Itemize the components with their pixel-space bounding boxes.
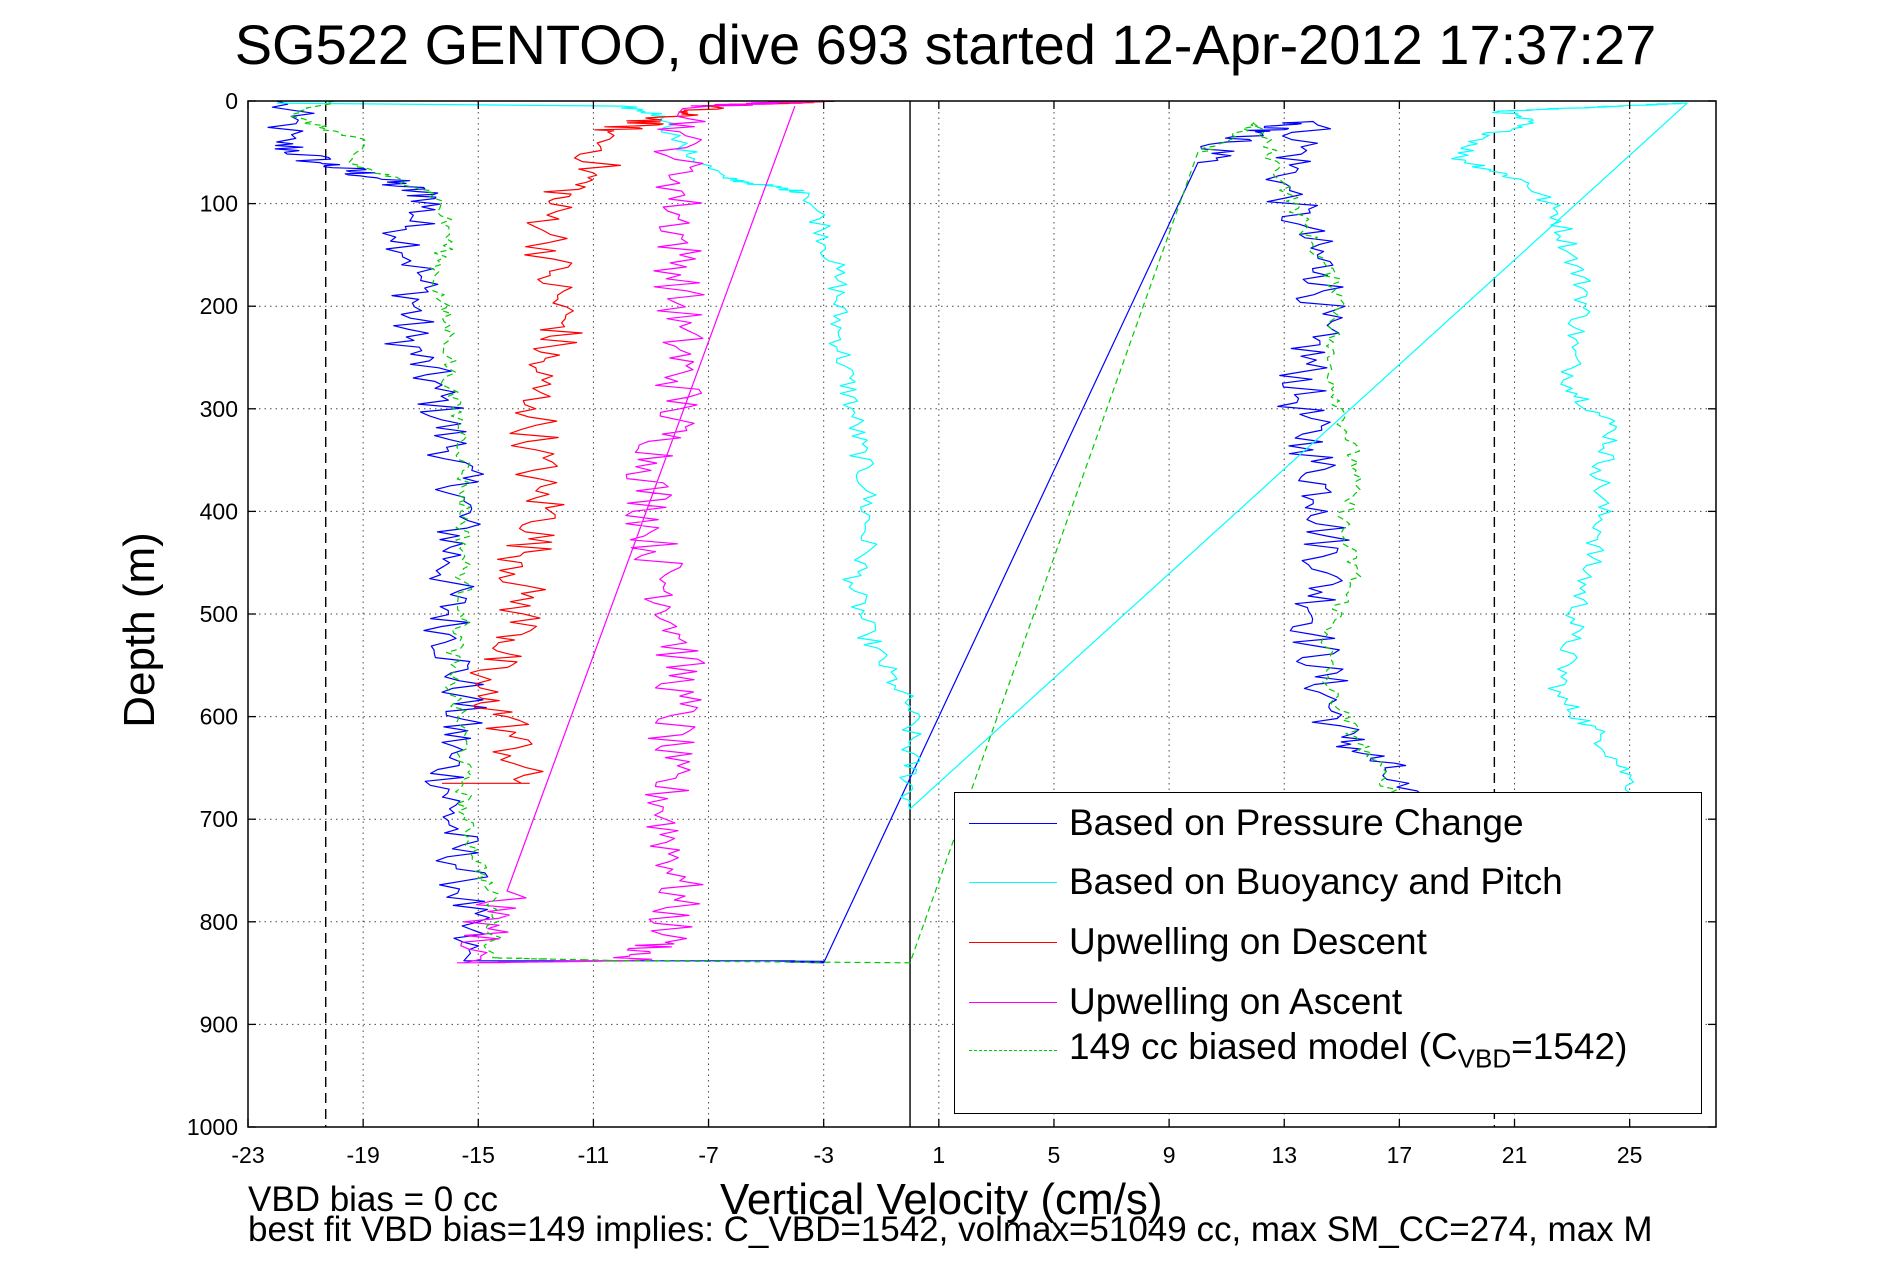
y-axis-label: Depth (m) — [115, 532, 164, 728]
x-tick-label: 9 — [1163, 1142, 1176, 1168]
y-tick-label: 1000 — [187, 1114, 238, 1140]
y-tick-label: 700 — [200, 806, 238, 832]
x-tick-label: 13 — [1271, 1142, 1297, 1168]
legend-swatch — [969, 822, 1057, 824]
vbd-bias-note: VBD bias = 0 cc — [248, 1180, 498, 1219]
series-line-2 — [441, 100, 835, 784]
legend-item: 149 cc biased model (CVBD=1542) — [969, 1026, 1627, 1074]
y-tick-label: 200 — [200, 293, 238, 319]
x-tick-label: -11 — [578, 1142, 610, 1168]
series-line-1 — [276, 102, 1688, 810]
x-tick-label: -7 — [698, 1142, 718, 1168]
series-layer — [267, 100, 1688, 964]
legend-label: 149 cc biased model (CVBD=1542) — [1069, 1025, 1628, 1074]
legend-item: Upwelling on Descent — [969, 918, 1427, 966]
best-fit-note: best fit VBD bias=149 implies: C_VBD=154… — [248, 1210, 1653, 1249]
series-line-4 — [290, 100, 1400, 964]
x-tick-label: 25 — [1617, 1142, 1643, 1168]
plot-frame — [247, 100, 1717, 1128]
x-tick-label: 5 — [1048, 1142, 1061, 1168]
y-tick-label: 0 — [225, 88, 238, 114]
legend-swatch — [969, 881, 1057, 883]
x-tick-label: 1 — [932, 1142, 945, 1168]
legend-label: Upwelling on Ascent — [1069, 981, 1403, 1022]
chart-title: SG522 GENTOO, dive 693 started 12-Apr-20… — [234, 13, 1657, 76]
x-tick-labels: -23 -19 -15 -11 -7 -3 1 5 9 13 17 21 25 — [231, 1142, 1642, 1168]
series-line-3 — [456, 100, 828, 964]
axes — [247, 100, 1717, 1128]
y-tick-label: 600 — [200, 704, 238, 730]
legend-label: Based on Buoyancy and Pitch — [1069, 861, 1563, 902]
series-line-0 — [267, 100, 1423, 964]
legend-label: Based on Pressure Change — [1069, 802, 1524, 843]
grid — [247, 100, 1716, 1128]
legend-item: Upwelling on Ascent — [969, 978, 1402, 1026]
y-tick-labels: 0 100 200 300 400 500 600 700 800 900 1000 — [187, 88, 238, 1140]
legend: Based on Pressure Change Based on Buoyan… — [954, 792, 1702, 1114]
legend-swatch — [969, 941, 1057, 943]
y-tick-label: 100 — [200, 191, 238, 217]
x-tick-label: 17 — [1387, 1142, 1413, 1168]
legend-item: Based on Buoyancy and Pitch — [969, 858, 1563, 906]
x-tick-label: -19 — [347, 1142, 380, 1168]
x-tick-label: 21 — [1502, 1142, 1528, 1168]
y-tick-label: 500 — [200, 601, 238, 627]
y-tick-label: 800 — [200, 909, 238, 935]
legend-swatch — [969, 1001, 1057, 1003]
y-tick-label: 400 — [200, 498, 238, 524]
x-tick-label: -3 — [813, 1142, 833, 1168]
x-tick-label: -15 — [462, 1142, 495, 1168]
legend-label: Upwelling on Descent — [1069, 921, 1427, 962]
x-axis-label: Vertical Velocity (cm/s) — [720, 1175, 1163, 1224]
x-tick-label: -23 — [231, 1142, 264, 1168]
y-tick-label: 900 — [200, 1011, 238, 1037]
y-tick-label: 300 — [200, 396, 238, 422]
legend-swatch — [969, 1049, 1057, 1051]
legend-item: Based on Pressure Change — [969, 799, 1524, 847]
